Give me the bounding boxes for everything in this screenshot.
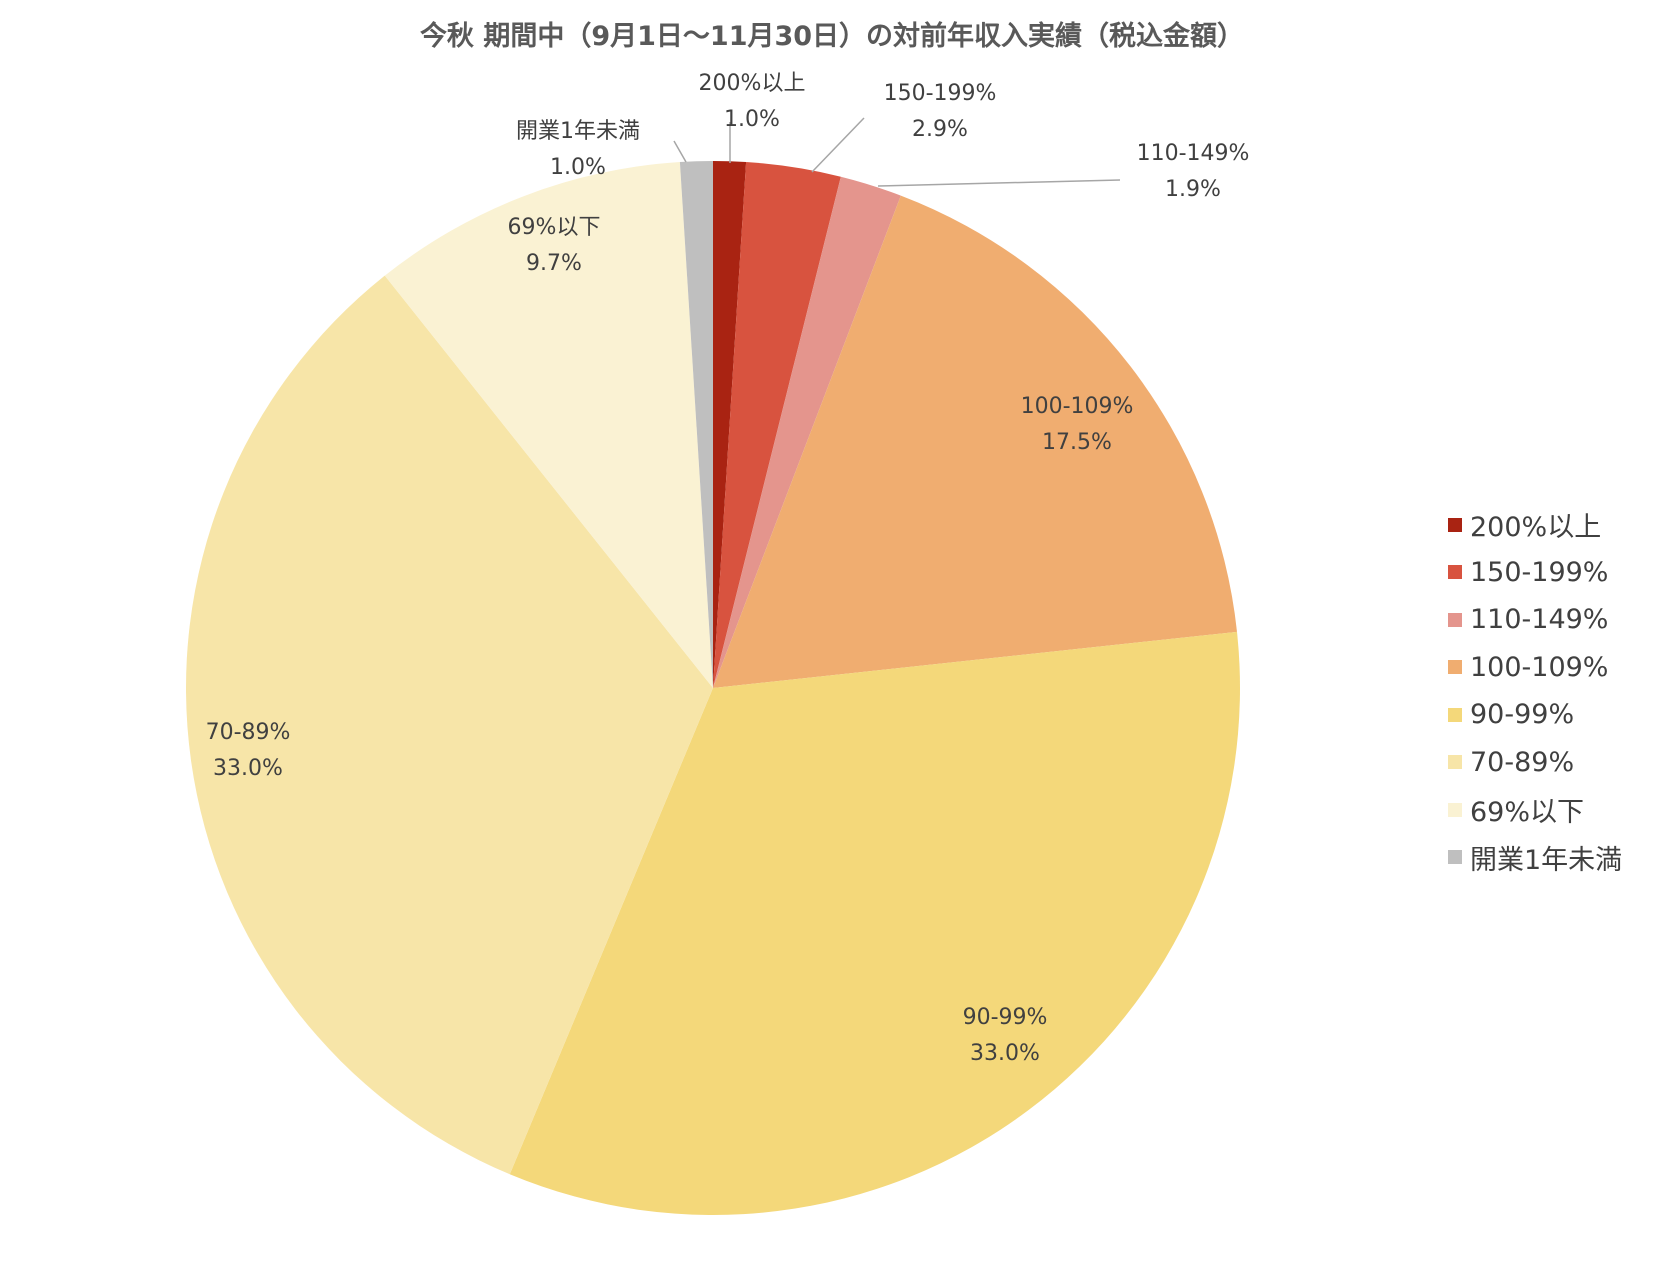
legend-item-1: 150-199% bbox=[1448, 549, 1622, 597]
pie-slice-6 bbox=[384, 162, 713, 688]
legend-label: 150-199% bbox=[1470, 556, 1609, 588]
legend-swatch bbox=[1448, 802, 1462, 817]
legend-item-3: 100-109% bbox=[1448, 644, 1622, 692]
pie-slice-3 bbox=[713, 195, 1237, 688]
pie-slices bbox=[185, 161, 1240, 1215]
slice-label-value-0: 1.0% bbox=[724, 107, 780, 132]
legend-item-4: 90-99% bbox=[1448, 691, 1622, 739]
slice-label-value-4: 33.0% bbox=[970, 1041, 1040, 1066]
leader-lines bbox=[673, 117, 1121, 187]
legend-item-7: 開業1年未満 bbox=[1448, 834, 1622, 882]
legend-swatch bbox=[1448, 707, 1462, 722]
legend-swatch bbox=[1448, 850, 1462, 865]
legend-item-0: 200%以上 bbox=[1448, 501, 1622, 549]
slice-label-value-3: 17.5% bbox=[1042, 430, 1112, 455]
pie-slice-2 bbox=[713, 176, 901, 688]
slice-label-name-4: 90-99% bbox=[963, 1005, 1048, 1030]
slice-label-name-3: 100-109% bbox=[1021, 394, 1134, 419]
slice-label-name-2: 110-149% bbox=[1137, 141, 1250, 166]
legend-swatch bbox=[1448, 565, 1462, 580]
leader-line-1 bbox=[811, 117, 865, 173]
legend-label: 110-149% bbox=[1470, 604, 1609, 636]
legend-swatch bbox=[1448, 517, 1462, 532]
chart-title: 今秋 期間中（9月1日～11月30日）の対前年収入実績（税込金額） bbox=[419, 21, 1245, 52]
legend-swatch bbox=[1448, 660, 1462, 675]
slice-label-value-1: 2.9% bbox=[912, 117, 968, 142]
slice-label-value-2: 1.9% bbox=[1165, 177, 1221, 202]
slice-label-name-0: 200%以上 bbox=[699, 71, 806, 96]
slice-labels: 200%以上 1.0% 150-199% 2.9% 110-149% 1.9% 100-10… bbox=[206, 71, 1250, 1066]
leader-line-7 bbox=[673, 140, 687, 163]
slice-label-name-6: 69%以下 bbox=[508, 215, 601, 240]
legend-label: 90-99% bbox=[1470, 699, 1575, 731]
slice-label-value-7: 1.0% bbox=[550, 155, 606, 180]
legend-item-6: 69%以下 bbox=[1448, 786, 1622, 834]
legend-label: 70-89% bbox=[1470, 746, 1575, 778]
slice-label-value-6: 9.7% bbox=[526, 251, 582, 276]
pie-slice-5 bbox=[185, 275, 714, 1175]
slice-label-name-7: 開業1年未満 bbox=[516, 119, 640, 144]
pie-slice-4 bbox=[509, 631, 1240, 1215]
legend-swatch bbox=[1448, 755, 1462, 770]
legend-label: 100-109% bbox=[1470, 651, 1609, 683]
slice-label-name-5: 70-89% bbox=[206, 720, 291, 745]
legend-item-2: 110-149% bbox=[1448, 596, 1622, 644]
pie-slice-1 bbox=[713, 162, 841, 688]
legend-label: 200%以上 bbox=[1470, 512, 1602, 544]
pie-slice-7 bbox=[679, 161, 713, 688]
legend-swatch bbox=[1448, 612, 1462, 627]
slice-label-name-1: 150-199% bbox=[884, 81, 997, 106]
slice-label-value-5: 33.0% bbox=[213, 756, 283, 781]
legend-label: 開業1年未満 bbox=[1470, 844, 1623, 876]
legend-label: 69%以下 bbox=[1470, 797, 1585, 829]
pie-slice-0 bbox=[713, 161, 747, 688]
leader-line-2 bbox=[877, 179, 1121, 187]
legend-item-5: 70-89% bbox=[1448, 739, 1622, 787]
legend: 200%以上 150-199% 110-149% 100-109% 90-99% 70-8… bbox=[1448, 501, 1622, 881]
